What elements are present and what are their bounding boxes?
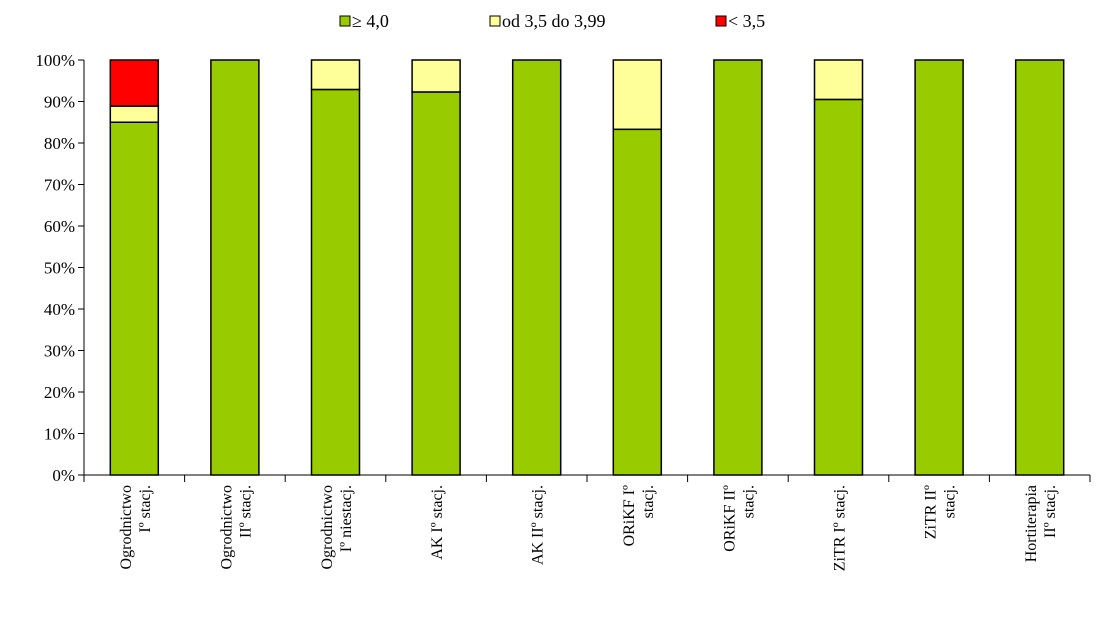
legend-label-1: ≥ 4,0 bbox=[352, 11, 389, 31]
x-category-label: Ogrodnictwo Iº stacj. bbox=[118, 485, 154, 569]
bar-segment-1-4 bbox=[411, 91, 461, 476]
x-category-label: Ogrodnictwo Iº niestacj. bbox=[319, 485, 355, 569]
x-category-label: ORiKF IIº stacj. bbox=[721, 485, 757, 552]
bar-segment-1-9 bbox=[914, 59, 964, 476]
bar-segment-1-5 bbox=[511, 59, 562, 476]
legend-label-3: < 3,5 bbox=[728, 11, 765, 31]
x-category-label: ZiTR Iº stacj. bbox=[832, 485, 849, 571]
bars bbox=[109, 59, 1065, 476]
bar-segment-2-4 bbox=[411, 59, 461, 93]
bar-segment-1-3 bbox=[310, 88, 361, 476]
bar-segment-1-2 bbox=[210, 59, 260, 476]
x-category-label: ORiKF Iº stacj. bbox=[621, 485, 657, 546]
bar-segment-1-10 bbox=[1014, 59, 1065, 476]
x-category-label: Ogrodnictwo IIº stacj. bbox=[218, 485, 254, 569]
y-tick-label: 60% bbox=[44, 217, 75, 236]
bar-segment-2-6 bbox=[612, 59, 663, 131]
y-axis: 0% 10% 20% 30% 40% 50% 60% 70% 80% 90% 100% bbox=[35, 51, 85, 485]
y-tick-label: 30% bbox=[44, 342, 75, 361]
y-tick-label: 90% bbox=[44, 93, 75, 112]
y-tick-label: 100% bbox=[35, 51, 75, 70]
bar-segment-2-3 bbox=[310, 59, 361, 91]
legend: ≥ 4,0 od 3,5 do 3,99 < 3,5 bbox=[339, 11, 765, 31]
bar-segment-1-7 bbox=[713, 59, 763, 476]
y-tick-label: 0% bbox=[52, 466, 75, 485]
bar-segment-1-8 bbox=[813, 98, 864, 476]
y-tick-label: 10% bbox=[44, 425, 75, 444]
bar-segment-2-1 bbox=[109, 105, 160, 124]
y-tick-label: 70% bbox=[44, 176, 75, 195]
legend-swatch-2 bbox=[489, 15, 501, 27]
x-category-label: AK IIº stacj. bbox=[530, 485, 547, 565]
legend-swatch-3 bbox=[715, 15, 727, 27]
x-category-label: AK Iº stacj. bbox=[429, 485, 446, 560]
y-tick-label: 80% bbox=[44, 134, 75, 153]
legend-label-2: od 3,5 do 3,99 bbox=[502, 11, 606, 31]
bar-segment-2-8 bbox=[813, 59, 864, 101]
y-tick-label: 50% bbox=[44, 259, 75, 278]
bar-segment-3-1 bbox=[109, 59, 160, 107]
x-category-label: Hortiterapia IIº stacj. bbox=[1023, 485, 1059, 562]
x-category-label: ZiTR IIº stacj. bbox=[923, 485, 959, 539]
bar-segment-1-1 bbox=[109, 121, 160, 476]
x-axis: Ogrodnictwo Iº stacj. Ogrodnictwo IIº stacj… bbox=[83, 474, 1091, 571]
legend-swatch-1 bbox=[339, 15, 351, 27]
y-tick-label: 20% bbox=[44, 383, 75, 402]
bar-segment-1-6 bbox=[612, 128, 663, 476]
y-tick-label: 40% bbox=[44, 300, 75, 319]
